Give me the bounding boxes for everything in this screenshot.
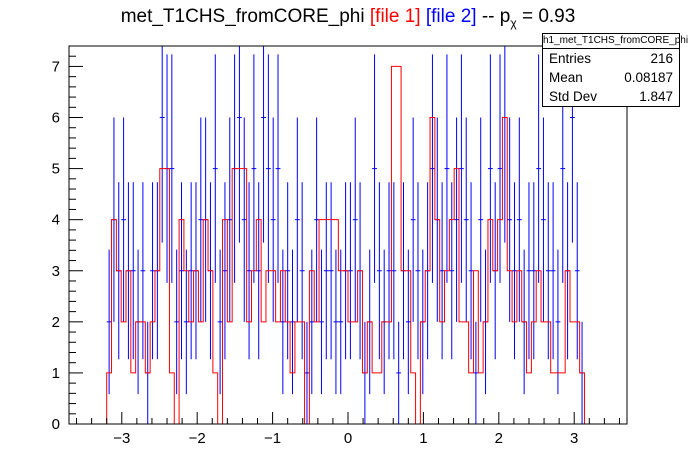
stats-label: Entries: [549, 51, 592, 66]
stats-name: h1_met_T1CHS_fromCORE_phi: [543, 34, 688, 49]
title-sep: -- p: [481, 6, 511, 27]
y-tick-label: 3: [52, 263, 60, 280]
x-tick-label: −3: [113, 430, 130, 447]
title-sub: χ: [510, 15, 517, 30]
stats-label: Mean: [549, 70, 583, 85]
x-tick-label: −2: [189, 430, 206, 447]
stats-row-entries: Entries 216: [543, 49, 679, 68]
title-file1: [file 1]: [369, 6, 421, 27]
y-tick-label: 7: [52, 58, 60, 75]
x-tick-label: 3: [570, 430, 578, 447]
y-tick-label: 6: [52, 110, 60, 127]
stats-row-mean: Mean 0.08187: [543, 68, 679, 87]
title-main: met_T1CHS_fromCORE_phi: [120, 6, 365, 27]
title-file2: [file 2]: [425, 6, 477, 27]
stats-label: Std Dev: [549, 89, 598, 104]
x-tick-label: 0: [344, 430, 352, 447]
y-tick-label: 0: [52, 416, 60, 433]
y-tick-label: 4: [52, 212, 60, 229]
stats-value: 1.847: [639, 89, 673, 104]
stats-box: h1_met_T1CHS_fromCORE_phi Entries 216 Me…: [542, 33, 688, 107]
stats-value: 216: [650, 51, 673, 66]
stats-row-stddev: Std Dev 1.847: [543, 87, 679, 106]
chart-title: met_T1CHS_fromCORE_phi [file 1] [file 2]…: [0, 6, 696, 30]
x-tick-label: −1: [264, 430, 281, 447]
x-tick-label: 1: [419, 430, 427, 447]
file1-histogram-line: [106, 65, 590, 425]
y-tick-label: 5: [52, 161, 60, 178]
title-value: = 0.93: [521, 6, 576, 27]
y-tick-label: 2: [52, 314, 60, 331]
stats-value: 0.08187: [624, 70, 673, 85]
y-tick-label: 1: [52, 365, 60, 382]
x-tick-label: 2: [495, 430, 503, 447]
